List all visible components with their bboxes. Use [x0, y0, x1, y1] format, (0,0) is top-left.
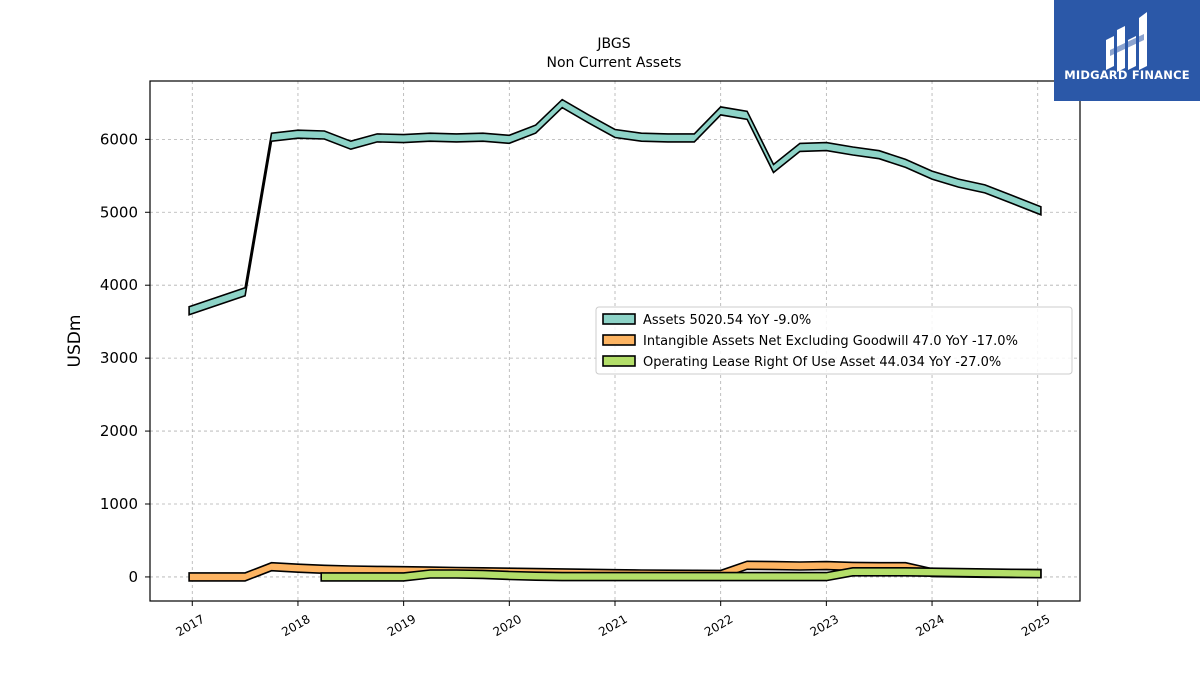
x-tick-label: 2018	[279, 612, 312, 639]
y-tick-label: 4000	[100, 276, 138, 294]
x-tick-label: 2025	[1019, 612, 1052, 639]
legend-swatch-1	[602, 313, 636, 325]
legend-label-1: Assets 5020.54 YoY -9.0%	[643, 313, 811, 328]
y-tick-label: 0	[128, 568, 138, 586]
y-tick-label: 1000	[100, 495, 138, 513]
x-tick-label: 2024	[913, 612, 946, 639]
x-tick-label: 2020	[491, 612, 524, 639]
chart-subtitle: Non Current Assets	[547, 55, 682, 71]
x-axis-ticks: 2017 2018 2019 2020 2021 2022 2023 2024 2025	[174, 601, 1052, 639]
series-area	[188, 98, 1042, 582]
series-3-band	[320, 566, 1042, 582]
legend-label-2: Intangible Assets Net Excluding Goodwill…	[643, 334, 1018, 349]
chart-title: JBGS	[596, 36, 630, 52]
x-tick-label: 2022	[702, 612, 735, 639]
series-1-band	[188, 98, 1042, 316]
brand-logo: MIDGARD FINANCE	[1054, 0, 1200, 101]
legend-swatch-2	[602, 334, 636, 346]
x-tick-label: 2023	[808, 612, 841, 639]
legend-label-3: Operating Lease Right Of Use Asset 44.03…	[643, 355, 1001, 370]
x-tick-label: 2021	[596, 612, 629, 639]
x-tick-label: 2019	[385, 612, 418, 639]
y-tick-label: 5000	[100, 203, 138, 221]
y-tick-label: 6000	[100, 130, 138, 148]
y-axis-ticks: 0 1000 2000 3000 4000 5000 6000	[100, 130, 150, 586]
y-tick-label: 3000	[100, 349, 138, 367]
brand-name: MIDGARD FINANCE	[1064, 68, 1190, 82]
legend-swatch-3	[602, 355, 636, 367]
legend-frame	[595, 306, 1073, 375]
legend: Assets 5020.54 YoY -9.0% Intangible Asset…	[595, 306, 1073, 375]
midgard-logo-icon	[1106, 12, 1147, 72]
y-tick-label: 2000	[100, 422, 138, 440]
y-axis-label: USDm	[65, 315, 85, 368]
x-tick-label: 2017	[174, 612, 207, 639]
